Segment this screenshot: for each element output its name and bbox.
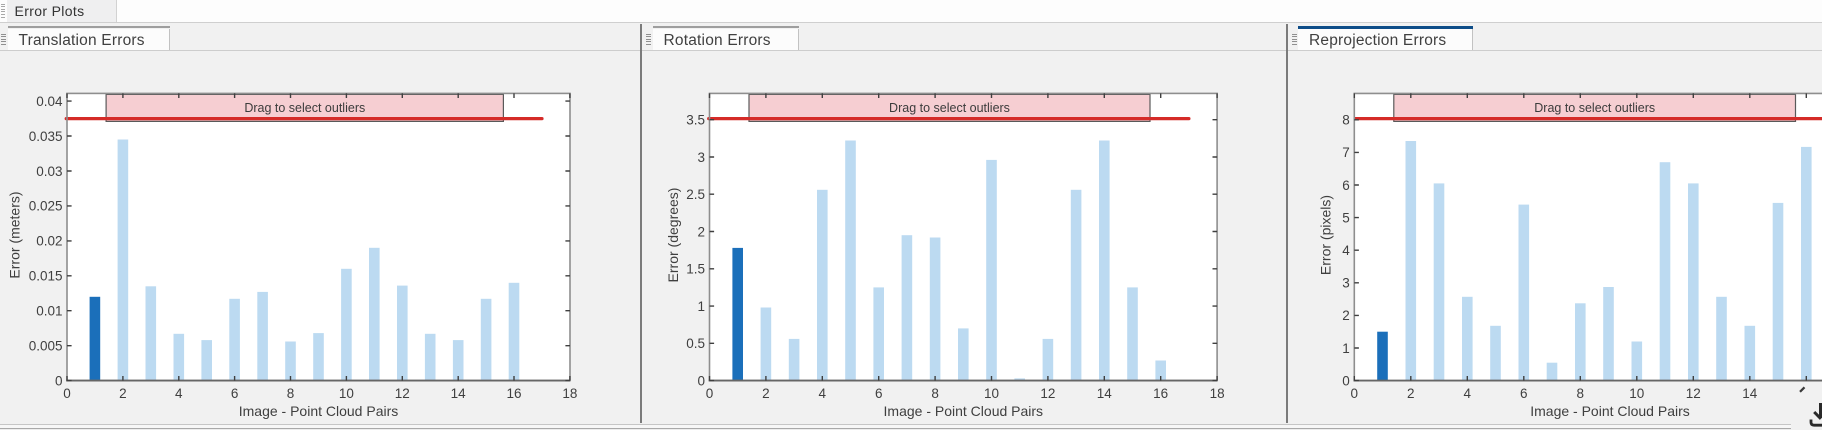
svg-text:4: 4 bbox=[1342, 243, 1350, 258]
svg-text:Image - Point Cloud Pairs: Image - Point Cloud Pairs bbox=[239, 403, 399, 419]
svg-text:0: 0 bbox=[63, 386, 71, 401]
svg-text:3: 3 bbox=[697, 150, 705, 165]
svg-text:2: 2 bbox=[762, 386, 770, 401]
svg-text:Image - Point Cloud Pairs: Image - Point Cloud Pairs bbox=[1530, 403, 1690, 419]
svg-text:16: 16 bbox=[1153, 386, 1168, 401]
svg-text:18: 18 bbox=[562, 386, 577, 401]
svg-text:7: 7 bbox=[1342, 145, 1350, 160]
svg-text:0: 0 bbox=[706, 386, 714, 401]
svg-text:6: 6 bbox=[1342, 178, 1350, 193]
svg-text:0.005: 0.005 bbox=[29, 339, 63, 354]
svg-text:6: 6 bbox=[875, 386, 883, 401]
svg-text:0.035: 0.035 bbox=[29, 129, 63, 144]
svg-text:2: 2 bbox=[119, 386, 127, 401]
svg-text:2: 2 bbox=[1342, 308, 1350, 323]
svg-text:1.5: 1.5 bbox=[686, 262, 705, 277]
svg-text:1: 1 bbox=[1342, 341, 1350, 356]
svg-text:10: 10 bbox=[339, 386, 354, 401]
svg-text:0.5: 0.5 bbox=[686, 336, 705, 351]
svg-text:0.04: 0.04 bbox=[36, 94, 63, 109]
svg-text:14: 14 bbox=[451, 386, 467, 401]
svg-text:2: 2 bbox=[697, 224, 705, 239]
svg-text:12: 12 bbox=[395, 386, 410, 401]
svg-text:Error (meters): Error (meters) bbox=[7, 191, 23, 278]
svg-text:2: 2 bbox=[1407, 386, 1415, 401]
svg-text:0: 0 bbox=[1342, 373, 1350, 388]
svg-text:0: 0 bbox=[55, 373, 63, 388]
svg-text:0.01: 0.01 bbox=[36, 304, 62, 319]
svg-text:Drag to select outliers: Drag to select outliers bbox=[1534, 101, 1655, 115]
svg-text:4: 4 bbox=[819, 386, 827, 401]
svg-text:14: 14 bbox=[1097, 386, 1113, 401]
svg-text:2.5: 2.5 bbox=[686, 187, 705, 202]
svg-text:Drag to select outliers: Drag to select outliers bbox=[889, 101, 1010, 115]
svg-text:Drag to select outliers: Drag to select outliers bbox=[244, 101, 365, 115]
svg-text:Error (degrees): Error (degrees) bbox=[665, 188, 681, 283]
svg-text:3: 3 bbox=[1342, 276, 1350, 291]
svg-text:Image - Point Cloud Pairs: Image - Point Cloud Pairs bbox=[884, 403, 1044, 419]
svg-text:8: 8 bbox=[1577, 386, 1585, 401]
svg-text:0.03: 0.03 bbox=[36, 164, 62, 179]
svg-text:4: 4 bbox=[175, 386, 183, 401]
svg-text:10: 10 bbox=[1629, 386, 1644, 401]
svg-text:3.5: 3.5 bbox=[686, 113, 705, 128]
svg-text:5: 5 bbox=[1342, 210, 1350, 225]
svg-text:6: 6 bbox=[1520, 386, 1528, 401]
svg-text:0.02: 0.02 bbox=[36, 234, 62, 249]
svg-text:16: 16 bbox=[506, 386, 521, 401]
svg-text:0.025: 0.025 bbox=[29, 199, 63, 214]
svg-text:Error (pixels): Error (pixels) bbox=[1318, 195, 1334, 275]
svg-text:10: 10 bbox=[984, 386, 999, 401]
svg-text:0: 0 bbox=[697, 373, 705, 388]
svg-text:8: 8 bbox=[287, 386, 295, 401]
svg-text:0.015: 0.015 bbox=[29, 269, 63, 284]
svg-text:8: 8 bbox=[931, 386, 939, 401]
svg-text:18: 18 bbox=[1210, 386, 1225, 401]
svg-text:1: 1 bbox=[697, 299, 705, 314]
svg-text:12: 12 bbox=[1686, 386, 1701, 401]
svg-text:14: 14 bbox=[1742, 386, 1758, 401]
svg-text:6: 6 bbox=[231, 386, 239, 401]
svg-text:0: 0 bbox=[1351, 386, 1359, 401]
svg-text:8: 8 bbox=[1342, 113, 1350, 128]
svg-text:12: 12 bbox=[1040, 386, 1055, 401]
svg-text:4: 4 bbox=[1464, 386, 1472, 401]
